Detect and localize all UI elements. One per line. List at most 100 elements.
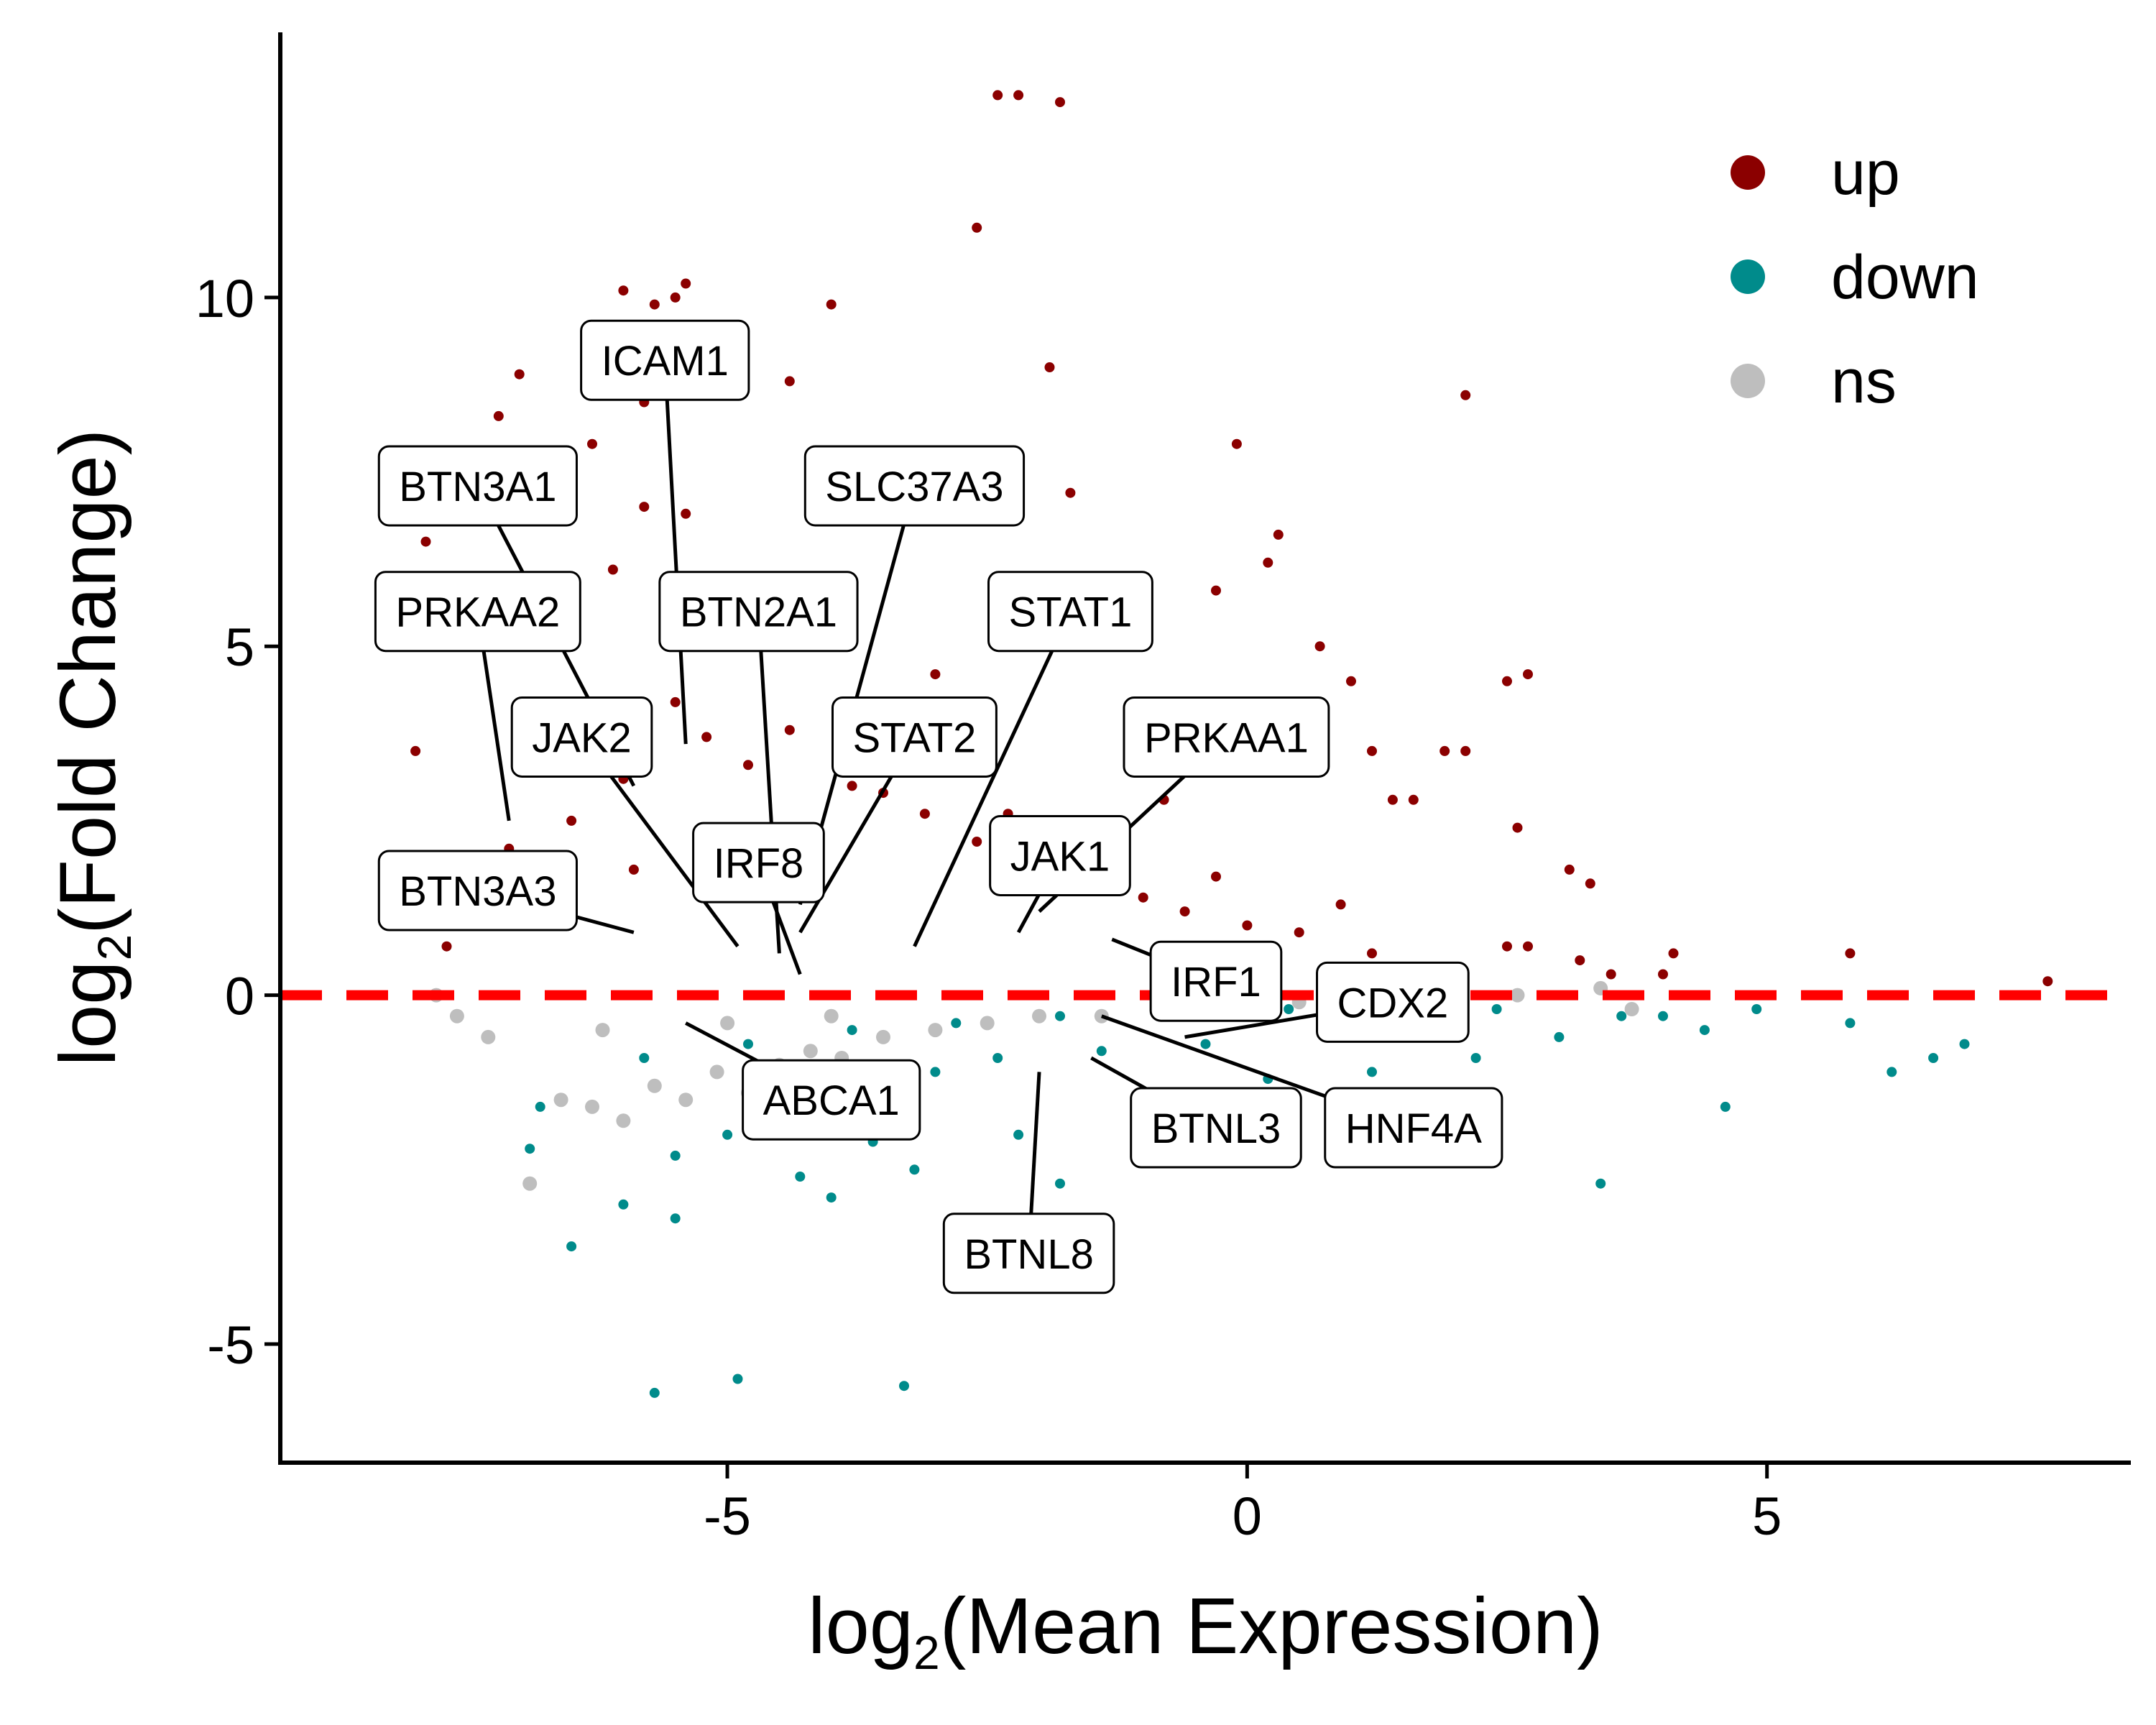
point-ns	[980, 1016, 995, 1031]
y-axis-title: log2(Fold Change)	[44, 429, 141, 1067]
gene-label: IRF8	[692, 822, 825, 903]
point-up	[1138, 892, 1148, 903]
gene-label-text: BTN3A3	[399, 868, 556, 915]
point-down	[951, 1018, 962, 1029]
gene-label-text: BTN3A1	[399, 464, 556, 510]
point-up	[1335, 899, 1346, 910]
gene-label-box	[742, 1059, 921, 1141]
point-ns	[1624, 1002, 1639, 1016]
gene-label: BTN3A1	[377, 445, 578, 527]
point-up	[826, 299, 837, 310]
point-up	[1845, 948, 1856, 959]
gene-label-box	[580, 319, 750, 401]
point-up	[1314, 641, 1325, 652]
point-up	[1367, 745, 1377, 756]
axes: -5 0 5 -5 0 5 10	[195, 32, 2131, 1546]
gene-label-text: ICAM1	[602, 338, 729, 385]
point-up	[1585, 878, 1595, 889]
gene-label-text: STAT1	[1008, 589, 1132, 636]
point-down	[618, 1199, 629, 1210]
point-down	[525, 1144, 535, 1154]
gene-label: ICAM1	[580, 319, 750, 401]
y-tick-label: 10	[195, 269, 254, 328]
point-down	[1845, 1018, 1856, 1029]
point-up	[420, 536, 431, 547]
point-up	[514, 369, 525, 380]
gene-label-text: ABCA1	[763, 1077, 900, 1124]
point-up	[1242, 920, 1253, 931]
point-up	[784, 724, 795, 735]
gene-label: CDX2	[1316, 961, 1470, 1043]
gene-label-text: STAT2	[852, 714, 976, 761]
legend-item-up: up	[1731, 139, 1900, 208]
point-ns	[595, 1023, 610, 1038]
point-ns	[449, 1008, 464, 1024]
point-ns	[720, 1016, 735, 1031]
point-up	[1460, 390, 1471, 400]
point-down	[1284, 1004, 1294, 1014]
point-down	[1928, 1053, 1939, 1063]
point-ns	[678, 1092, 694, 1108]
point-down	[1616, 1011, 1627, 1021]
point-up	[972, 837, 982, 847]
point-up	[681, 278, 691, 289]
point-up	[1211, 585, 1221, 596]
point-down	[992, 1053, 1003, 1063]
point-down	[1554, 1031, 1565, 1042]
gene-label-box	[989, 814, 1131, 896]
point-ns	[928, 1023, 943, 1038]
point-up	[992, 90, 1003, 101]
gene-label-box	[1316, 961, 1470, 1043]
point-up	[628, 864, 639, 875]
point-up	[1294, 927, 1304, 938]
y-axis-title-subscript: 2	[88, 934, 141, 961]
point-down	[1595, 1178, 1606, 1189]
point-up	[670, 292, 681, 303]
x-tick-label: -5	[704, 1486, 751, 1546]
point-ns	[803, 1044, 818, 1059]
point-up	[1460, 745, 1471, 756]
point-down	[670, 1213, 681, 1224]
gene-label-box	[942, 1213, 1115, 1294]
legend-swatch	[1731, 364, 1765, 398]
point-ns	[1032, 1008, 1046, 1024]
point-up	[670, 696, 681, 707]
point-ns	[522, 1176, 538, 1191]
point-up	[2042, 976, 2053, 987]
gene-label-box	[987, 571, 1153, 653]
gene-label-text: BTNL3	[1151, 1105, 1281, 1152]
point-down	[1367, 1067, 1377, 1077]
gene-label-text: BTNL8	[964, 1231, 1094, 1278]
point-down	[1013, 1129, 1024, 1140]
point-up	[1575, 955, 1585, 966]
gene-label: JAK1	[989, 814, 1131, 896]
point-up	[1211, 871, 1221, 882]
gene-label-box	[1123, 696, 1330, 778]
point-down	[795, 1172, 806, 1182]
point-up	[1367, 948, 1377, 959]
point-ns	[709, 1064, 724, 1080]
point-up	[701, 732, 712, 742]
point-down	[899, 1381, 909, 1392]
point-down	[909, 1164, 920, 1175]
point-down	[1959, 1039, 1970, 1049]
point-down	[1200, 1039, 1211, 1049]
point-down	[649, 1387, 660, 1398]
point-up	[681, 508, 691, 519]
point-up	[1523, 941, 1533, 952]
point-down	[535, 1101, 545, 1112]
point-down	[1491, 1004, 1502, 1014]
gene-label-box	[377, 445, 578, 527]
point-ns	[1094, 1008, 1109, 1024]
gene-label-box	[831, 696, 998, 778]
gene-label: STAT2	[831, 696, 998, 778]
gene-label: BTN3A3	[377, 850, 578, 932]
point-up	[1346, 676, 1356, 686]
gene-label: HNF4A	[1324, 1087, 1503, 1169]
gene-label-box	[374, 571, 581, 653]
point-up	[1013, 90, 1024, 101]
point-up	[972, 222, 982, 233]
legend-item-ns: ns	[1731, 347, 1897, 416]
gene-label: PRKAA1	[1123, 696, 1330, 778]
y-tick-label: 0	[225, 967, 254, 1026]
